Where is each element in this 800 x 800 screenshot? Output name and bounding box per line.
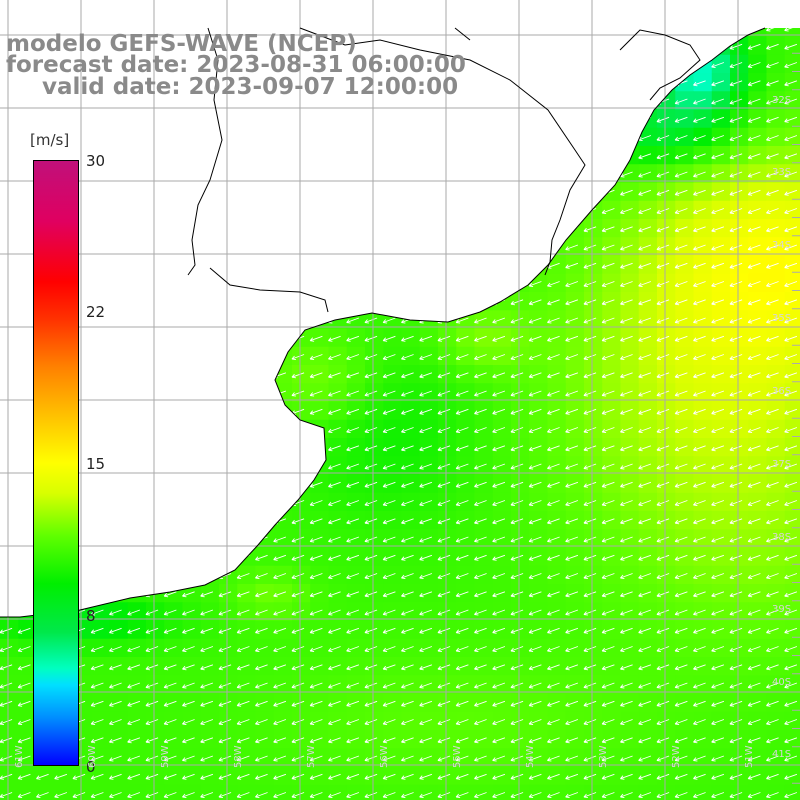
title-model: modelo GEFS-WAVE (NCEP) xyxy=(6,31,357,57)
lon-label-56w: 56W xyxy=(379,745,390,768)
lon-label-59w: 59W xyxy=(160,745,171,768)
lon-label-60w: 60W xyxy=(87,745,98,768)
lon-label-55w: 55W xyxy=(452,745,463,768)
colorbar-tick-15: 15 xyxy=(86,455,106,473)
lat-label-38s: 38S xyxy=(772,532,792,543)
colorbar-tick-22: 22 xyxy=(86,303,106,321)
title-forecast-date: forecast date: 2023-08-31 06:00:00 xyxy=(6,52,466,78)
lat-label-33s: 33S xyxy=(772,167,792,178)
colorbar-tick-30: 30 xyxy=(86,152,106,170)
lon-label-61w: 61W xyxy=(14,745,25,768)
lon-label-54w: 54W xyxy=(525,745,536,768)
lat-label-35s: 35S xyxy=(772,313,792,324)
colorbar-tick-0: 0 xyxy=(86,758,96,776)
colorbar-tick-8: 8 xyxy=(86,607,96,625)
lat-label-39s: 39S xyxy=(772,604,792,615)
lat-label-41s: 41S xyxy=(772,749,792,760)
colorbar-unit: [m/s] xyxy=(28,131,72,149)
lon-label-57w: 57W xyxy=(306,745,317,768)
lon-label-53w: 53W xyxy=(598,745,609,768)
lat-label-36s: 36S xyxy=(772,386,792,397)
lon-label-58w: 58W xyxy=(233,745,244,768)
lat-label-37s: 37S xyxy=(772,459,792,470)
coastline xyxy=(0,27,766,618)
colorbar xyxy=(33,160,79,766)
lat-label-40s: 40S xyxy=(772,677,792,688)
title-valid-date: valid date: 2023-09-07 12:00:00 xyxy=(42,74,459,100)
lon-label-51w: 51W xyxy=(744,745,755,768)
lon-label-52w: 52W xyxy=(671,745,682,768)
lat-label-32s: 32S xyxy=(772,95,792,106)
lat-label-34s: 34S xyxy=(772,240,792,251)
